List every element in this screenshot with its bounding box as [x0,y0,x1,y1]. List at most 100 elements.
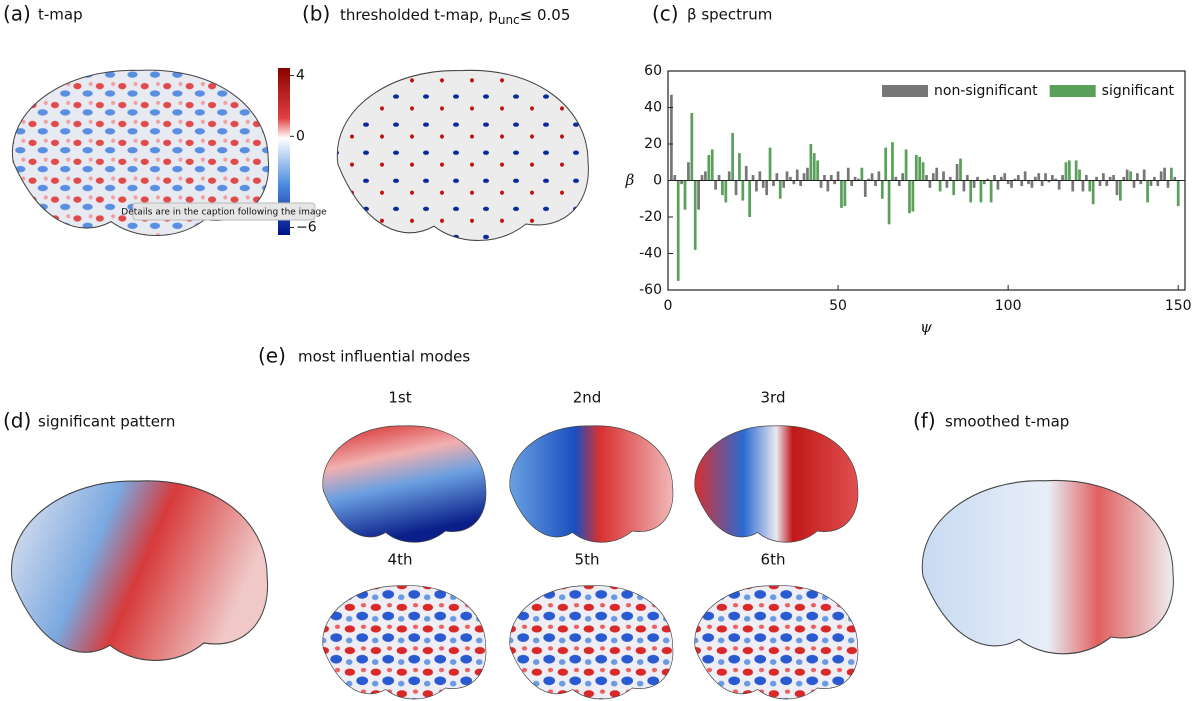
x-tick-label: 50 [829,298,847,314]
bar [738,153,741,181]
bar [1102,173,1105,181]
bar [710,149,714,181]
bar [931,173,935,181]
bar [690,112,694,181]
bar [860,167,864,181]
legend-swatch [1049,85,1096,97]
bar [891,142,894,181]
bar [982,180,986,185]
bar [1139,180,1143,185]
bar [1030,180,1034,188]
bar [1105,180,1109,186]
bar [1054,178,1058,181]
bar [772,180,775,186]
bar [884,147,888,181]
bar [1176,180,1180,207]
bar [955,164,959,181]
colorbar [278,68,290,235]
chart-title: β spectrum [687,6,772,24]
bar [768,147,772,181]
bar [792,180,796,185]
mode-label: 5th [575,551,600,569]
bar [829,175,833,181]
y-axis-label: β [625,171,635,189]
mode-label: 1st [388,389,411,407]
bar [1156,180,1160,186]
bar [993,175,996,181]
colorbar-tick-label: −6 [296,219,317,235]
y-tick-label: -20 [639,209,662,225]
bar [948,176,952,181]
bar [812,153,816,181]
bar [1142,169,1146,181]
bar [1047,180,1051,183]
bar [1115,180,1119,196]
panel-title: significant pattern [38,413,175,431]
bar [809,144,813,181]
bar [1061,175,1064,181]
bar [741,180,745,201]
bar [1146,180,1149,203]
bar [1027,180,1030,185]
y-tick-label: 0 [653,173,662,189]
bar [778,180,782,199]
bar [1003,173,1007,181]
bar [1159,171,1163,181]
bar [935,167,939,181]
bar [1033,176,1037,181]
bar [894,176,898,181]
bar [1125,169,1129,181]
bar [717,175,721,181]
bar [918,156,922,181]
tooltip-text: Details are in the caption following the… [121,208,327,218]
bar [867,178,871,181]
panel-title: t-map [38,6,83,24]
bar [1132,180,1136,188]
bar [1119,180,1122,201]
bar [833,180,837,185]
x-tick-label: 100 [995,298,1022,314]
panel-label: (d) [3,409,31,433]
bar [972,180,976,188]
panel-label: (a) [3,2,31,26]
panel-label: (b) [302,2,330,26]
bar [673,175,677,181]
bar [755,180,758,192]
bar [1088,180,1092,192]
bar [925,175,928,181]
panel-label: (e) [258,344,286,368]
bar [687,162,690,181]
x-axis-label: ψ [920,318,932,336]
panel-label: (f) [913,409,936,433]
bar [945,180,949,188]
bar [962,180,966,192]
bar [734,180,738,196]
bar [836,171,840,181]
panel-title: smoothed t-map [945,413,1069,431]
bar [870,173,874,181]
bar [979,180,983,203]
bar [928,180,932,188]
bar [969,180,973,203]
bar [942,171,945,181]
bar [697,180,700,210]
bar [1071,180,1075,192]
bar [1112,175,1115,181]
bar [959,158,962,181]
bar [1085,175,1088,181]
brain-mode [322,585,487,700]
bar [887,180,891,225]
bar [789,176,792,181]
bar [816,160,820,181]
bar [1037,173,1041,181]
bar [1020,180,1024,186]
bar [1170,167,1173,181]
bar [826,180,830,192]
bar [765,180,768,196]
bar [1108,176,1112,181]
panel-title: most influential modes [298,348,470,366]
bar [782,180,786,188]
bar [721,180,724,196]
bar [1050,175,1054,181]
bar [727,171,731,181]
